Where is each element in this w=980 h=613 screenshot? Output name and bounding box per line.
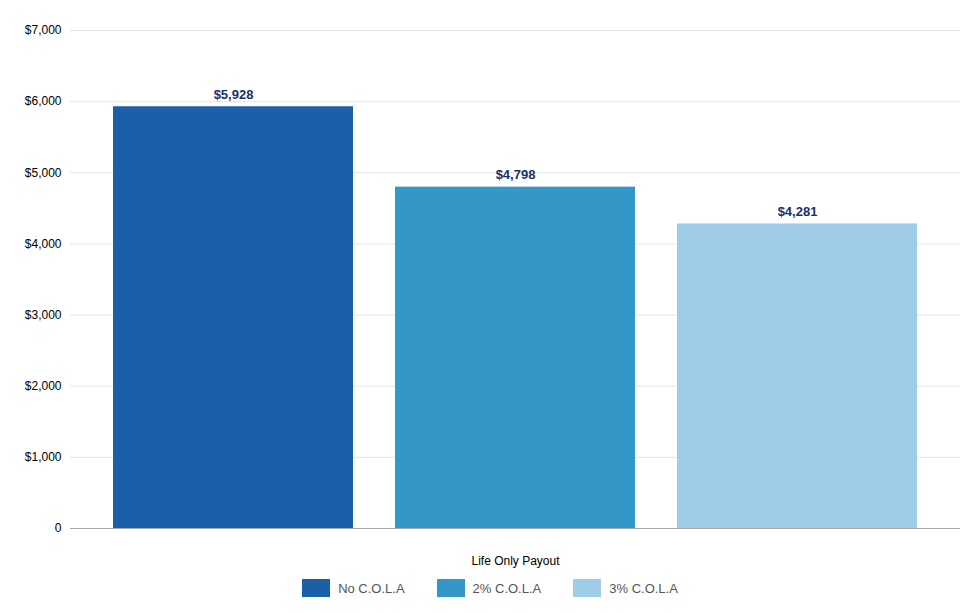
svg-text:$5,000: $5,000 xyxy=(25,166,62,180)
svg-text:$4,000: $4,000 xyxy=(25,237,62,251)
svg-text:$4,798: $4,798 xyxy=(496,167,536,182)
svg-text:$6,000: $6,000 xyxy=(25,94,62,108)
svg-text:$3,000: $3,000 xyxy=(25,308,62,322)
svg-text:$2,000: $2,000 xyxy=(25,379,62,393)
svg-text:Life Only Payout: Life Only Payout xyxy=(471,554,560,568)
html-text:3% C.O.L.A: 3% C.O.L.A xyxy=(609,580,678,596)
svg-text:$1,000: $1,000 xyxy=(25,450,62,464)
svg-text:0: 0 xyxy=(55,521,62,535)
svg-text:$4,281: $4,281 xyxy=(778,204,818,219)
svg-text:$5,928: $5,928 xyxy=(214,87,254,102)
svg-text:$7,000: $7,000 xyxy=(25,23,62,37)
html-text:2% C.O.L.A: 2% C.O.L.A xyxy=(472,580,542,596)
html-text:No C.O.L.A: No C.O.L.A xyxy=(338,580,405,596)
